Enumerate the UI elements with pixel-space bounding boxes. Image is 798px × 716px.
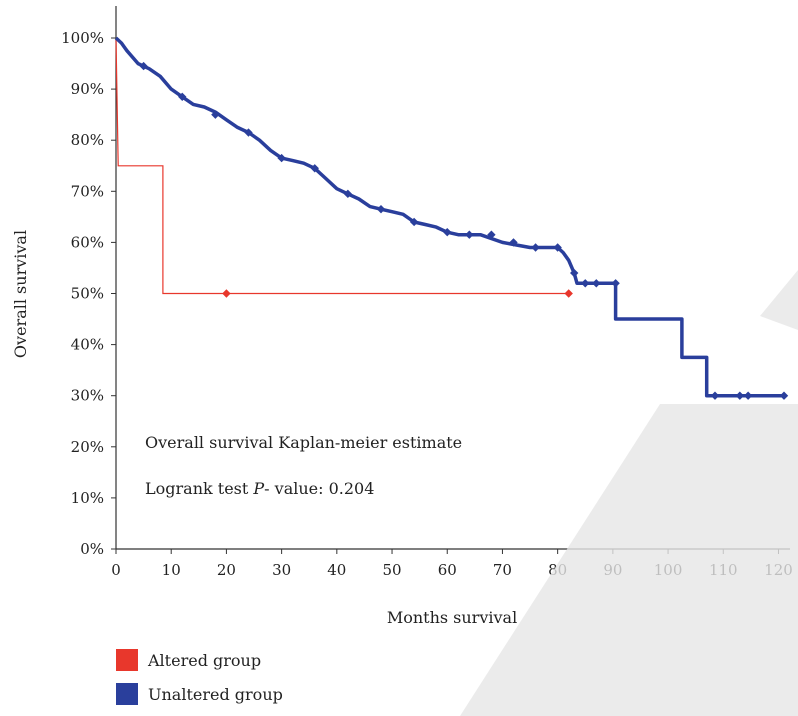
censor-mark-altered: [564, 289, 573, 298]
x-tick-label: 0: [111, 561, 121, 579]
censor-mark-unaltered: [465, 230, 474, 239]
y-axis-title: Overall survival: [11, 230, 30, 358]
y-tick-label: 10%: [71, 489, 104, 507]
censor-mark-unaltered: [343, 189, 353, 199]
censor-mark-unaltered: [710, 391, 720, 400]
censor-mark-unaltered: [509, 238, 518, 247]
axes: [115, 6, 790, 550]
y-tick-label: 30%: [71, 387, 104, 405]
y-tick-label: 90%: [71, 80, 104, 98]
censor-mark-unaltered: [211, 110, 220, 119]
censor-mark-unaltered: [592, 279, 601, 288]
censor-mark-unaltered: [178, 92, 187, 101]
x-tick-label: 80: [548, 561, 567, 579]
censor-mark-unaltered: [553, 243, 562, 252]
censor-mark-unaltered: [376, 204, 386, 214]
censor-mark-unaltered: [581, 279, 590, 288]
x-axis-title: Months survival: [387, 608, 517, 627]
x-tick-label: 120: [764, 561, 793, 579]
censor-mark-unaltered: [443, 227, 452, 237]
x-tick-label: 60: [438, 561, 457, 579]
y-tick-label: 80%: [71, 131, 104, 149]
legend: Altered group Unaltered group: [116, 648, 283, 716]
legend-item-altered: Altered group: [116, 648, 283, 672]
series-layer: [114, 36, 789, 400]
x-tick-label: 30: [272, 561, 291, 579]
x-tick-label: 50: [382, 561, 401, 579]
y-tick-label: 70%: [71, 182, 104, 200]
y-tick-label: 60%: [71, 233, 104, 251]
legend-label-unaltered: Unaltered group: [148, 684, 283, 704]
series-line-unaltered-core: [115, 37, 784, 397]
y-tick-label: 50%: [71, 285, 104, 303]
censor-mark-unaltered: [779, 391, 789, 400]
annotation-title: Overall survival Kaplan-meier estimate: [145, 433, 462, 452]
censor-mark-unaltered: [611, 279, 620, 288]
y-tick-label: 20%: [71, 438, 104, 456]
censor-mark-unaltered: [277, 153, 286, 163]
censor-mark-unaltered: [310, 164, 319, 173]
x-tick-label: 70: [493, 561, 512, 579]
censor-mark-unaltered: [139, 61, 148, 71]
y-tick-label: 0%: [80, 540, 104, 558]
legend-label-altered: Altered group: [148, 650, 262, 670]
censor-mark-unaltered: [487, 230, 496, 239]
y-tick-label: 40%: [71, 336, 104, 354]
series-line-unaltered: [114, 36, 784, 398]
y-tick-label: 100%: [61, 29, 104, 47]
x-tick-label: 90: [603, 561, 622, 579]
censor-mark-unaltered: [244, 128, 253, 137]
legend-swatch-unaltered: [116, 683, 138, 705]
censor-mark-altered: [222, 289, 231, 298]
series-line-altered: [115, 37, 569, 295]
x-tick-label: 100: [654, 561, 683, 579]
censor-mark-unaltered: [409, 217, 419, 227]
legend-swatch-altered: [116, 649, 138, 671]
censor-mark-unaltered: [743, 391, 753, 400]
annotation-pvalue: Logrank test P- value: 0.204: [145, 479, 374, 498]
censor-mark-unaltered: [735, 391, 745, 400]
x-tick-label: 10: [162, 561, 181, 579]
x-tick-label: 40: [327, 561, 346, 579]
legend-item-unaltered: Unaltered group: [116, 682, 283, 706]
censor-mark-unaltered: [531, 243, 540, 252]
x-tick-label: 110: [709, 561, 738, 579]
censor-mark-unaltered: [570, 268, 579, 278]
x-tick-label: 20: [217, 561, 236, 579]
